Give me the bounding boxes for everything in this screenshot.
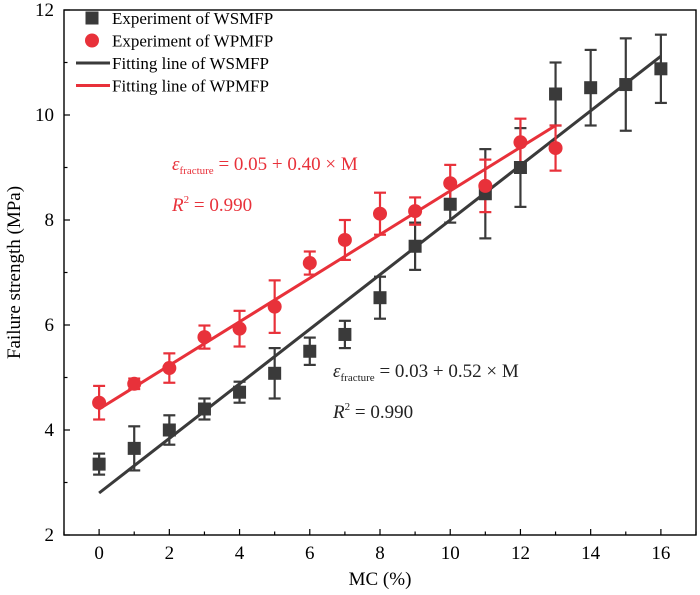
x-tick-label: 16 xyxy=(651,543,670,564)
r-squared-text: R2 = 0.990 xyxy=(332,401,413,423)
legend-label: Fitting line of WPMFP xyxy=(112,77,269,96)
data-point-circle xyxy=(267,299,282,314)
data-point-square xyxy=(408,239,422,253)
y-tick-label: 6 xyxy=(45,315,55,336)
error-bars xyxy=(93,33,667,476)
legend: Experiment of WSMFP Experiment of WPMFP Fi… xyxy=(76,9,273,96)
legend-label: Experiment of WPMFP xyxy=(112,32,273,51)
data-markers xyxy=(92,62,668,471)
y-tick-label: 2 xyxy=(45,525,55,546)
legend-label: Fitting line of WSMFP xyxy=(112,54,269,73)
data-point-circle xyxy=(302,256,317,271)
legend-symbol-circle xyxy=(85,33,99,48)
x-tick-label: 4 xyxy=(235,543,245,564)
y-tick-label: 12 xyxy=(35,0,54,21)
y-tick-label: 4 xyxy=(45,420,55,441)
equation-text: εfracture = 0.03 + 0.52 × M xyxy=(333,361,519,384)
x-tick-label: 6 xyxy=(305,543,315,564)
equation-text: εfracture = 0.05 + 0.40 × M xyxy=(172,154,358,177)
x-tick-label: 2 xyxy=(165,543,175,564)
y-axis-title: Failure strength (MPa) xyxy=(4,186,25,359)
data-point-square xyxy=(549,87,563,101)
data-point-square xyxy=(373,291,387,305)
data-point-circle xyxy=(548,141,563,156)
data-point-circle xyxy=(197,330,212,345)
y-tick-label: 8 xyxy=(45,210,55,231)
x-tick-label: 12 xyxy=(511,543,530,564)
x-tick-label: 14 xyxy=(581,543,601,564)
data-point-circle xyxy=(478,178,493,193)
data-point-circle xyxy=(337,232,352,247)
data-point-square xyxy=(584,81,598,95)
data-point-square xyxy=(513,161,527,174)
fit-lines xyxy=(98,55,662,495)
axis-ticks: 0 2 4 6 8 10 12 14 16 2 4 6 8 10 12 xyxy=(35,0,697,564)
fit-line xyxy=(98,55,662,495)
x-tick-label: 8 xyxy=(375,543,385,564)
data-point-circle xyxy=(513,135,528,150)
data-point-square xyxy=(443,197,457,211)
data-point-square xyxy=(233,385,247,399)
x-tick-label: 0 xyxy=(94,543,104,564)
data-point-circle xyxy=(162,361,177,376)
data-point-square xyxy=(303,344,317,358)
y-tick-label: 10 xyxy=(35,105,54,126)
data-point-square xyxy=(654,62,668,76)
data-point-square xyxy=(338,327,352,341)
data-point-circle xyxy=(443,176,458,191)
data-point-square xyxy=(162,423,176,437)
x-axis-title: MC (%) xyxy=(349,569,412,590)
data-point-circle xyxy=(408,204,423,219)
data-point-square xyxy=(619,78,633,92)
equations: εfracture = 0.05 + 0.40 × M R2 = 0.990 εfr… xyxy=(171,154,519,423)
data-point-circle xyxy=(232,321,247,336)
legend-label: Experiment of WSMFP xyxy=(112,9,273,28)
data-point-circle xyxy=(127,376,142,391)
data-point-square xyxy=(197,402,211,416)
fit-line xyxy=(98,124,557,411)
r-squared-text: R2 = 0.990 xyxy=(171,194,252,216)
x-tick-label: 10 xyxy=(441,543,460,564)
data-point-square xyxy=(268,366,282,380)
legend-symbol-square xyxy=(85,11,99,25)
data-point-square xyxy=(127,441,141,455)
data-point-circle xyxy=(373,206,387,221)
data-point-circle xyxy=(92,395,107,410)
data-point-square xyxy=(92,457,106,471)
